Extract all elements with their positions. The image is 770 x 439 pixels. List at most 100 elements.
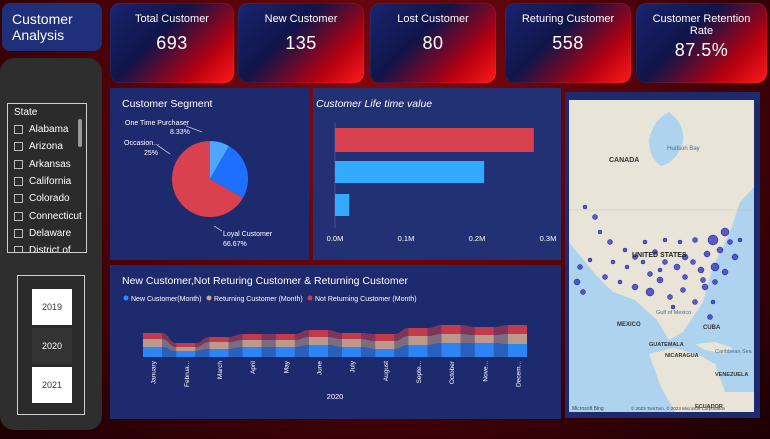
clv-bar-chart[interactable]: 0.0M 0.1M 0.2M 0.3M bbox=[313, 88, 561, 260]
ribbon-segment bbox=[242, 340, 262, 347]
trend-panel: New Customer,Not Returing Customer & Ret… bbox=[110, 265, 561, 419]
ribbon-segment bbox=[341, 347, 362, 357]
map-location-dot bbox=[667, 294, 673, 300]
dashboard-title: Customer Analysis bbox=[12, 11, 73, 43]
month-label: March bbox=[217, 361, 224, 379]
kpi-label: Customer Retention Rate bbox=[652, 13, 751, 37]
ribbon-segment bbox=[275, 347, 295, 357]
customer-map[interactable]: CANADA Hudson Bay UNITED STATES MEXICO G… bbox=[565, 92, 760, 418]
ribbon-segment bbox=[341, 339, 362, 347]
map-location-dot bbox=[642, 239, 648, 245]
year-button-2019[interactable]: 2019 bbox=[32, 289, 72, 325]
ribbon-connector bbox=[162, 339, 177, 351]
ribbon-segment bbox=[275, 334, 295, 340]
map-location-dot bbox=[607, 239, 613, 245]
month-label: January bbox=[151, 360, 158, 384]
state-option-label: Connecticut bbox=[29, 210, 82, 222]
segment-pie-chart[interactable]: One Time Purchaser 8.33% Occasion... 25%… bbox=[110, 88, 309, 260]
trend-ribbon-chart[interactable]: New Customer(Month) Returning Customer (… bbox=[110, 265, 561, 419]
pie-label-loyal: Loyal Customer bbox=[223, 231, 273, 238]
ribbon-connector bbox=[294, 330, 309, 340]
state-option[interactable]: Arizona bbox=[14, 138, 80, 155]
pie-pct-loyal: 66.67% bbox=[223, 241, 247, 248]
checkbox-icon[interactable] bbox=[14, 142, 23, 152]
year-button-2021[interactable]: 2021 bbox=[32, 367, 72, 403]
ribbon-segment bbox=[142, 339, 163, 347]
map-location-dot bbox=[716, 246, 724, 254]
ribbon-connector bbox=[361, 333, 376, 341]
map-location-dot bbox=[662, 237, 668, 243]
map-location-dot bbox=[580, 289, 586, 295]
checkbox-icon[interactable] bbox=[14, 246, 23, 252]
state-option[interactable]: Delaware bbox=[14, 225, 80, 242]
map-location-dot bbox=[662, 259, 668, 265]
ribbon-connector bbox=[394, 328, 409, 341]
state-option[interactable]: Arkansas bbox=[14, 156, 80, 173]
ribbon-segment bbox=[507, 325, 528, 334]
checkbox-icon[interactable] bbox=[14, 228, 23, 238]
ribbon-connector bbox=[195, 337, 210, 347]
map-label-hudson: Hudson Bay bbox=[667, 146, 700, 152]
state-option-label: Arkansas bbox=[29, 158, 71, 170]
ribbon-connector bbox=[328, 345, 342, 357]
month-label: June bbox=[316, 361, 323, 375]
ribbon-segment bbox=[242, 347, 262, 357]
legend-not-returning: Not Returning Customer (Month) bbox=[315, 296, 417, 303]
ribbon-segment bbox=[341, 333, 362, 339]
ribbon-connector bbox=[162, 347, 177, 357]
state-option[interactable]: California bbox=[14, 173, 80, 190]
map-location-dot bbox=[697, 266, 705, 274]
kpi-label: Lost Customer bbox=[397, 13, 469, 25]
ribbon-segment bbox=[209, 337, 229, 342]
map-location-dot bbox=[721, 268, 729, 276]
map-location-dot bbox=[710, 262, 720, 272]
checkbox-icon[interactable] bbox=[14, 125, 23, 135]
checkbox-icon[interactable] bbox=[14, 177, 23, 187]
state-option[interactable]: Alabama bbox=[14, 121, 80, 138]
ribbon-connector bbox=[427, 325, 442, 336]
state-option-label: California bbox=[29, 176, 72, 188]
map-attribution: © 2023 TomTom, © 2023 Microsoft Corporat… bbox=[631, 405, 726, 411]
ribbon-segment bbox=[275, 340, 295, 347]
ribbon-connector bbox=[195, 349, 210, 357]
clv-tick: 0.3M bbox=[540, 234, 557, 243]
map-location-dot bbox=[670, 304, 676, 310]
ribbon-segment bbox=[142, 347, 163, 357]
pie-pct-occasional: 25% bbox=[144, 150, 158, 157]
kpi-card-new-customer: New Customer 135 bbox=[238, 3, 364, 83]
map-location-dot bbox=[647, 271, 653, 277]
state-option[interactable]: District of bbox=[14, 242, 80, 252]
ribbon-connector bbox=[394, 336, 409, 349]
ribbon-connector bbox=[361, 347, 376, 357]
kpi-value: 80 bbox=[422, 33, 444, 53]
year-button-2020[interactable]: 2020 bbox=[32, 328, 72, 364]
checkbox-icon[interactable] bbox=[14, 194, 23, 204]
checkbox-icon[interactable] bbox=[14, 211, 23, 221]
state-option-label: Colorado bbox=[29, 193, 70, 205]
kpi-card-returning-customer: Returing Customer 558 bbox=[505, 3, 631, 83]
ribbon-connector bbox=[328, 337, 342, 347]
state-option[interactable]: Connecticut bbox=[14, 207, 82, 224]
map-location-dot bbox=[707, 234, 719, 246]
map-location-dot bbox=[631, 283, 639, 291]
state-option[interactable]: Colorado bbox=[14, 190, 80, 207]
map-location-dot bbox=[632, 254, 638, 260]
state-option-label: Delaware bbox=[29, 227, 72, 239]
ribbon-connector bbox=[261, 347, 276, 357]
kpi-card-lost-customer: Lost Customer 80 bbox=[370, 3, 496, 83]
ribbon-connector bbox=[261, 340, 276, 347]
map-location-dot bbox=[712, 279, 718, 285]
month-label: April bbox=[250, 360, 257, 374]
month-label: Decem... bbox=[515, 361, 522, 387]
pie-slice bbox=[210, 141, 229, 179]
state-slicer-scrollbar[interactable] bbox=[78, 119, 82, 147]
kpi-value: 87.5% bbox=[674, 40, 729, 60]
map-location-dot bbox=[640, 259, 646, 265]
pie-label-one-time: One Time Purchaser bbox=[125, 120, 190, 127]
segment-title: Customer Segment bbox=[122, 98, 213, 110]
ribbon-segment bbox=[375, 334, 395, 341]
ribbon-connector bbox=[228, 334, 243, 342]
ribbon-segment bbox=[209, 342, 229, 349]
ribbon-segment bbox=[408, 345, 428, 357]
checkbox-icon[interactable] bbox=[14, 159, 23, 169]
